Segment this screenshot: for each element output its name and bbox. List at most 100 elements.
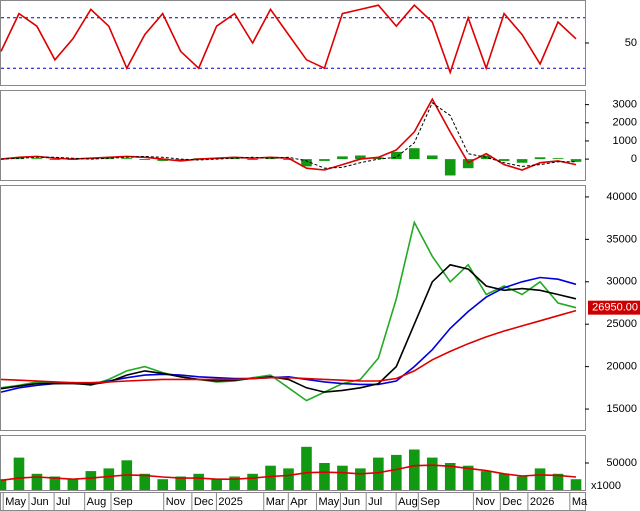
bar (265, 465, 276, 490)
x-tick-label: 2025 (218, 496, 242, 508)
bar (462, 465, 474, 490)
bar (211, 479, 222, 490)
bar (337, 465, 348, 490)
bar (480, 471, 492, 490)
last-price-box (588, 300, 640, 315)
bar (516, 476, 528, 490)
bar (283, 159, 294, 161)
series-line (0, 102, 576, 169)
y-tick-label: 1000 (613, 135, 637, 147)
bar (552, 158, 564, 160)
bar (49, 159, 61, 161)
bar (283, 468, 294, 490)
bar (391, 151, 402, 160)
bar (480, 155, 492, 160)
bar (0, 479, 7, 490)
bar (229, 476, 240, 490)
axis-unit: x1000 (591, 480, 621, 492)
bar (498, 159, 510, 161)
bar (534, 468, 546, 490)
bar (85, 471, 97, 490)
bar (301, 159, 312, 167)
x-tick-label: Nov (475, 496, 495, 508)
x-tick-label: Ma (572, 496, 588, 508)
x-tick-label: May (5, 496, 26, 508)
bar (426, 155, 438, 160)
bar (121, 158, 133, 160)
x-tick-label: Dec (194, 496, 214, 508)
bar (534, 157, 546, 160)
x-tick-label: Sep (420, 496, 440, 508)
x-tick-label: Jul (56, 496, 70, 508)
bar (157, 479, 169, 490)
bar (570, 479, 582, 490)
y-tick-label: 50000 (606, 457, 637, 469)
x-tick-label: Jun (342, 496, 360, 508)
x-tick-label: Apr (290, 496, 307, 508)
x-tick-label: Aug (87, 496, 107, 508)
bar (265, 158, 276, 160)
bar (247, 159, 258, 161)
y-tick-label: 40000 (606, 191, 637, 203)
bar (13, 457, 25, 490)
bar (552, 473, 564, 490)
bar (31, 473, 43, 490)
bar (175, 159, 187, 161)
bar (49, 476, 61, 490)
bar (355, 468, 366, 490)
bar (229, 158, 240, 160)
bar (444, 159, 456, 176)
y-tick-label: 15000 (606, 403, 637, 415)
x-tick-label: Sep (113, 496, 133, 508)
x-tick-label: Dec (502, 496, 522, 508)
y-tick-label: 50 (625, 37, 637, 49)
bar (462, 159, 474, 169)
bar (139, 473, 151, 490)
series-line (0, 4, 577, 75)
x-tick-label: Nov (166, 496, 186, 508)
bar (247, 473, 258, 490)
bar (516, 159, 528, 163)
x-tick-label: May (318, 496, 339, 508)
y-tick-label: 25000 (606, 318, 637, 330)
series-line (0, 464, 577, 482)
bar (193, 473, 204, 490)
bar (408, 449, 420, 490)
last-price-label: 26950.00 (592, 302, 638, 314)
bar (319, 463, 330, 490)
bar (103, 468, 115, 490)
y-tick-label: 20000 (606, 361, 637, 373)
bar (426, 457, 438, 490)
x-tick-label: 2026 (530, 496, 554, 508)
series-line (0, 263, 577, 393)
bar (498, 473, 510, 490)
x-tick-label: Aug (398, 496, 418, 508)
bar (408, 148, 420, 160)
bar (355, 155, 366, 160)
bar (319, 159, 330, 161)
bar (444, 463, 456, 490)
bar (391, 454, 402, 490)
panel-frame (0, 90, 586, 181)
y-tick-label: 2000 (613, 117, 637, 129)
bar (31, 158, 43, 160)
series-line (0, 97, 577, 171)
bar (373, 157, 384, 160)
bar (67, 479, 79, 490)
bar (373, 457, 384, 490)
bar (301, 446, 312, 490)
bar (337, 156, 348, 160)
x-tick-label: Mar (266, 496, 285, 508)
x-tick-label: Jul (368, 496, 382, 508)
x-tick-label: Jun (31, 496, 49, 508)
bar (139, 159, 151, 161)
y-tick-label: 0 (631, 153, 637, 165)
y-tick-label: 3000 (613, 99, 637, 111)
series-line (0, 309, 577, 384)
bar (175, 476, 187, 490)
y-tick-label: 30000 (606, 276, 637, 288)
bar (570, 159, 582, 162)
bar (157, 159, 169, 161)
